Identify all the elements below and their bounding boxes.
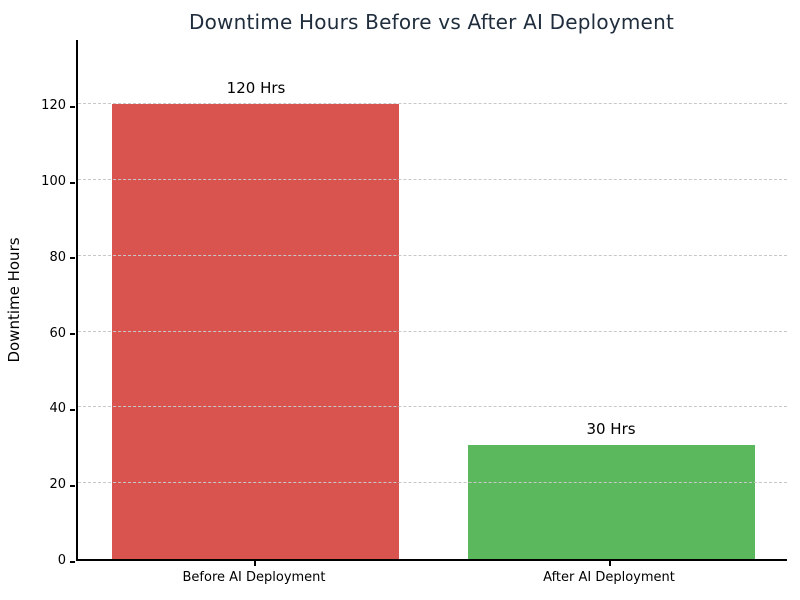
gridline-40 xyxy=(78,406,787,407)
y-tick-label-40: 40 xyxy=(49,401,66,416)
y-tick-label-80: 80 xyxy=(49,250,66,265)
x-tick-mark-0 xyxy=(254,561,256,566)
y-tick-label-120: 120 xyxy=(41,98,66,113)
bar-value-label-1: 30 Hrs xyxy=(586,420,636,438)
plot-area: 120 Hrs 30 Hrs xyxy=(76,40,787,561)
y-tick-mark-80 xyxy=(70,257,75,259)
y-tick-label-0: 0 xyxy=(57,553,66,568)
gridline-80 xyxy=(78,255,787,256)
y-tick-mark-100 xyxy=(70,182,75,184)
bar-1 xyxy=(468,445,755,559)
gridline-20 xyxy=(78,482,787,483)
y-tick-mark-60 xyxy=(70,333,75,335)
gridline-100 xyxy=(78,179,787,180)
y-tick-mark-20 xyxy=(70,485,75,487)
x-tick-mark-1 xyxy=(609,561,611,566)
y-tick-mark-0 xyxy=(70,561,75,563)
y-tick-label-100: 100 xyxy=(41,174,66,189)
x-tick-label-1: After AI Deployment xyxy=(543,570,675,585)
y-axis-label: Downtime Hours xyxy=(5,237,23,363)
y-tick-label-20: 20 xyxy=(49,477,66,492)
bar-value-label-0: 120 Hrs xyxy=(226,79,286,97)
gridline-120 xyxy=(78,103,787,104)
y-tick-mark-40 xyxy=(70,409,75,411)
y-tick-mark-120 xyxy=(70,106,75,108)
gridline-60 xyxy=(78,331,787,332)
y-tick-label-60: 60 xyxy=(49,326,66,341)
chart-title: Downtime Hours Before vs After AI Deploy… xyxy=(189,10,674,34)
x-tick-label-0: Before AI Deployment xyxy=(182,570,326,585)
